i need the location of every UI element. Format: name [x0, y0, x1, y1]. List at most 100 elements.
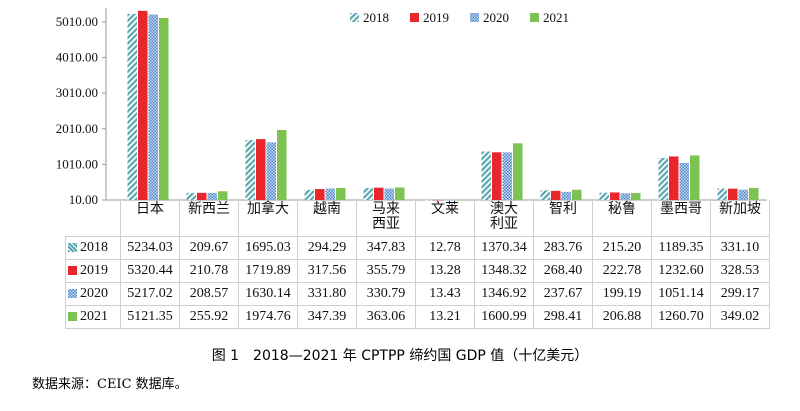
legend-label: 2018	[363, 10, 389, 25]
table-cell: 13.21	[415, 305, 475, 329]
table-cell: 209.67	[179, 236, 239, 260]
category-label: 墨西哥	[651, 200, 711, 237]
table-cell: 199.19	[592, 282, 652, 306]
category-label: 智利	[533, 200, 593, 237]
table-cell: 363.06	[356, 305, 416, 329]
category-label: 马来 西亚	[356, 200, 416, 237]
bar-2020	[266, 142, 276, 200]
series-swatch	[68, 312, 77, 322]
table-cell: 1974.76	[238, 305, 298, 329]
table-cell: 5320.44	[120, 259, 180, 283]
table-cell: 222.78	[592, 259, 652, 283]
series-label: 2018	[65, 236, 121, 260]
table-cell: 13.28	[415, 259, 475, 283]
legend-swatch-2018	[350, 13, 359, 22]
table-cell: 1260.70	[651, 305, 711, 329]
table-cell: 5217.02	[120, 282, 180, 306]
table-row-2021: 2021 5121.35 255.92 1974.76 347.39 363.06 13.2…	[65, 305, 770, 329]
bar-2021	[277, 130, 287, 200]
table-cell: 1630.14	[238, 282, 298, 306]
legend-swatch-2020	[470, 13, 479, 22]
bar-2019	[551, 190, 561, 200]
bar-2021	[336, 187, 346, 200]
bar-2020	[561, 191, 571, 200]
figure-caption: 图 1 2018—2021 年 CPTPP 缔约国 GDP 值（十亿美元）	[211, 348, 589, 364]
bar-2020	[502, 152, 512, 200]
category-label: 澳大 利亚	[474, 200, 534, 237]
table-cell: 1348.32	[474, 259, 534, 283]
table-cell: 1370.34	[474, 236, 534, 260]
bar-2021	[690, 155, 700, 200]
bar-2021	[513, 143, 523, 200]
bar-2020	[620, 193, 630, 200]
table-row-2019: 2019 5320.44 210.78 1719.89 317.56 355.79 13.2…	[65, 259, 770, 283]
legend-label: 2020	[483, 10, 509, 25]
legend-swatch-2019	[410, 13, 419, 22]
table-cell: 12.78	[415, 236, 475, 260]
bar-2020	[325, 188, 335, 200]
legend-label: 2019	[423, 10, 449, 25]
bar-2021	[749, 187, 759, 200]
table-cell: 347.83	[356, 236, 416, 260]
bar-2018	[658, 157, 668, 200]
table-cell: 1719.89	[238, 259, 298, 283]
y-tick-label: 5010.00	[56, 14, 98, 29]
bar-2019	[669, 156, 679, 200]
table-cell: 1232.60	[651, 259, 711, 283]
bar-2018	[363, 187, 373, 200]
series-swatch	[68, 266, 77, 276]
data-table: 日本 新西兰 加拿大 越南 马来 西亚 文莱 澳大 利亚 智利 秘鲁 墨西哥 新加坡 2018 5234.0…	[65, 200, 770, 329]
bar-2018	[599, 192, 609, 200]
table-cell: 299.17	[710, 282, 770, 306]
table-cell: 268.40	[533, 259, 593, 283]
bar-2018	[186, 192, 196, 200]
table-cell: 328.53	[710, 259, 770, 283]
data-source-note: 数据来源：CEIC 数据库。	[32, 377, 188, 392]
bar-2018	[304, 189, 314, 200]
y-tick-label: 2010.00	[56, 121, 98, 136]
bar-2020	[384, 188, 394, 200]
bar-2018	[245, 139, 255, 200]
bar-2018	[717, 188, 727, 200]
table-cell: 208.57	[179, 282, 239, 306]
series-label: 2019	[65, 259, 121, 283]
table-row-2018: 2018 5234.03 209.67 1695.03 294.29 347.83 12.7…	[65, 236, 770, 260]
bar-2019	[728, 188, 738, 200]
bar-2019	[197, 192, 207, 200]
bar-2019	[138, 10, 148, 201]
legend-swatch-2021	[530, 13, 539, 22]
table-cell: 237.67	[533, 282, 593, 306]
category-label: 加拿大	[238, 200, 298, 237]
table-row-2020: 2020 5217.02 208.57 1630.14 331.80 330.79 13.4…	[65, 282, 770, 306]
table-cell: 331.10	[710, 236, 770, 260]
table-cell: 206.88	[592, 305, 652, 329]
category-label: 越南	[297, 200, 357, 237]
table-corner	[65, 200, 121, 237]
bar-2018	[127, 13, 137, 200]
y-tick-label: 1010.00	[56, 156, 98, 171]
bar-2018	[481, 151, 491, 200]
table-cell: 294.29	[297, 236, 357, 260]
series-swatch	[68, 243, 77, 253]
y-tick-label: 3010.00	[56, 85, 98, 100]
table-header-row: 日本 新西兰 加拿大 越南 马来 西亚 文莱 澳大 利亚 智利 秘鲁 墨西哥 新加坡	[65, 200, 770, 237]
bar-2019	[315, 189, 325, 200]
table-cell: 255.92	[179, 305, 239, 329]
bar-2020	[148, 14, 158, 201]
bar-2020	[207, 192, 217, 200]
legend-label: 2021	[543, 10, 569, 25]
bar-2021	[218, 191, 228, 200]
bar-2018	[540, 190, 550, 200]
bar-2019	[374, 187, 384, 200]
bar-2019	[256, 139, 266, 200]
bar-2021	[159, 17, 169, 201]
table-cell: 347.39	[297, 305, 357, 329]
bar-2019	[492, 152, 502, 200]
bar-2021	[395, 187, 405, 200]
table-cell: 210.78	[179, 259, 239, 283]
table-cell: 1695.03	[238, 236, 298, 260]
table-cell: 5121.35	[120, 305, 180, 329]
bar-2021	[631, 192, 641, 200]
